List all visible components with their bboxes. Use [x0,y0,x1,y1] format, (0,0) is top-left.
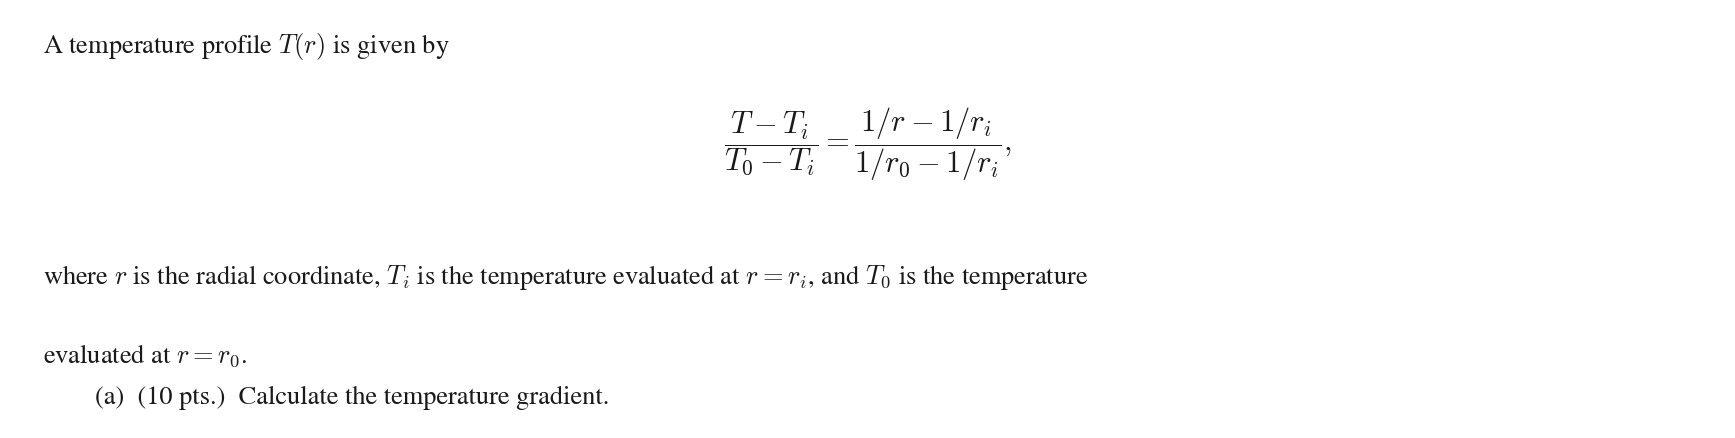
Text: evaluated at $r = r_0$.: evaluated at $r = r_0$. [43,342,248,368]
Text: A temperature profile $T(r)$ is given by: A temperature profile $T(r)$ is given by [43,31,449,62]
Text: $\dfrac{T - T_i}{T_0 - T_i} = \dfrac{1/r - 1/r_i}{1/r_0 - 1/r_i},$: $\dfrac{T - T_i}{T_0 - T_i} = \dfrac{1/r… [723,105,1012,183]
Text: where $r$ is the radial coordinate, $T_i$ is the temperature evaluated at $r = r: where $r$ is the radial coordinate, $T_i… [43,263,1090,292]
Text: (a)  (10 pts.)  Calculate the temperature gradient.: (a) (10 pts.) Calculate the temperature … [95,385,609,410]
